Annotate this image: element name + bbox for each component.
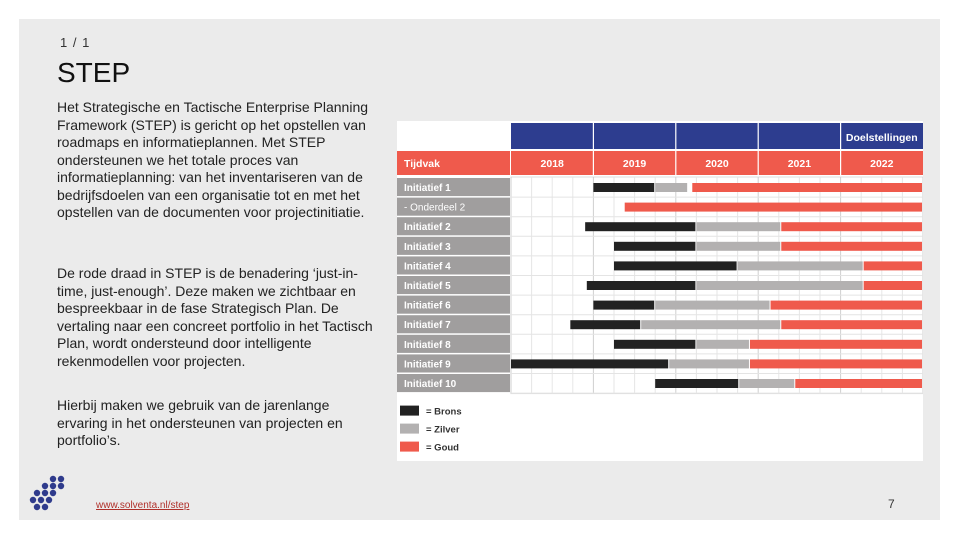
roadmap-chart: Doelstellingen Tijdvak 2018 2019 2020 2021 202… — [397, 121, 923, 461]
row-label: Initiatief 9 — [404, 359, 451, 370]
row-label-bg — [397, 236, 510, 255]
bar-brons — [593, 300, 655, 310]
year-label: 2019 — [623, 158, 647, 170]
bar-zilver — [696, 339, 749, 349]
row-label: - Onderdeel 2 — [404, 203, 466, 214]
year-label: 2018 — [541, 158, 565, 170]
legend-label-goud: = Goud — [426, 443, 459, 454]
row-label-bg — [397, 197, 510, 216]
year-band — [511, 151, 923, 175]
page-number: 7 — [888, 497, 895, 511]
bar-brons — [511, 359, 669, 369]
legend-swatch-zilver — [400, 423, 419, 434]
legend-label-brons: = Brons — [426, 407, 462, 418]
paragraph-intro: Het Strategische en Tactische Enterprise… — [57, 99, 369, 220]
row-label: Initiatief 5 — [404, 281, 451, 292]
bar-zilver — [655, 183, 688, 192]
row-label-bg — [397, 315, 510, 334]
bar-brons — [593, 183, 655, 192]
row-label-bg — [397, 354, 510, 373]
bar-goud — [781, 241, 922, 251]
bar-zilver — [655, 300, 770, 310]
row-label: Initiatief 2 — [404, 222, 451, 233]
bar-zilver — [696, 281, 863, 290]
bar-brons — [586, 281, 696, 290]
bar-goud — [692, 183, 922, 192]
bar-brons — [614, 241, 696, 251]
bar-zilver — [739, 379, 795, 388]
row-label: Initiatief 8 — [404, 340, 451, 351]
row-label: Initiatief 3 — [404, 242, 451, 253]
row-label-bg — [397, 374, 510, 393]
row-label-bg — [397, 256, 510, 275]
bar-zilver — [669, 359, 749, 369]
slide-title: STEP — [57, 57, 131, 88]
row-label: Initiatief 7 — [404, 320, 451, 331]
header-goal-label: Doelstellingen — [846, 132, 918, 144]
bar-goud — [624, 202, 922, 212]
bar-goud — [749, 359, 922, 369]
bar-goud — [863, 281, 922, 290]
bar-zilver — [696, 222, 781, 232]
bar-goud — [781, 320, 922, 330]
tijdvak-label: Tijdvak — [404, 158, 440, 170]
paragraph-experience: Hierbij maken we gebruik van de jarenlan… — [57, 397, 343, 448]
bar-brons — [614, 261, 737, 271]
row-label-bg — [397, 295, 510, 314]
bar-zilver — [696, 241, 781, 251]
legend-swatch-goud — [400, 441, 419, 452]
row-label: Initiatief 4 — [404, 261, 451, 272]
footer-website-link[interactable]: www.solventa.nl/step — [96, 500, 190, 511]
bar-goud — [749, 339, 922, 349]
bar-brons — [585, 222, 696, 232]
bar-brons — [570, 320, 641, 330]
bar-zilver — [641, 320, 781, 330]
year-label: 2021 — [788, 158, 812, 170]
legend-label-zilver: = Zilver — [426, 425, 460, 436]
bar-goud — [770, 300, 922, 310]
paragraph-approach: De rode draad in STEP is de benadering ‘… — [57, 265, 373, 369]
header-band — [511, 123, 923, 149]
bar-goud — [795, 379, 922, 388]
row-label: Initiatief 1 — [404, 183, 451, 194]
bar-goud — [863, 261, 922, 271]
bar-goud — [781, 222, 922, 232]
year-label: 2022 — [870, 158, 894, 170]
bar-brons — [614, 339, 696, 349]
row-label: Initiatief 6 — [404, 301, 451, 312]
row-label: Initiatief 10 — [404, 379, 457, 390]
row-label-bg — [397, 276, 510, 295]
bar-zilver — [737, 261, 863, 271]
row-label-bg — [397, 217, 510, 236]
year-label: 2020 — [705, 158, 729, 170]
page-counter: 1 / 1 — [60, 35, 91, 50]
legend-swatch-brons — [400, 405, 419, 416]
roadmap-svg: Doelstellingen Tijdvak 2018 2019 2020 2021 202… — [397, 123, 923, 454]
row-label-bg — [397, 178, 510, 197]
row-label-bg — [397, 334, 510, 353]
bar-brons — [655, 379, 739, 388]
tijdvak-header — [397, 151, 510, 175]
solventa-logo-icon — [27, 474, 71, 514]
